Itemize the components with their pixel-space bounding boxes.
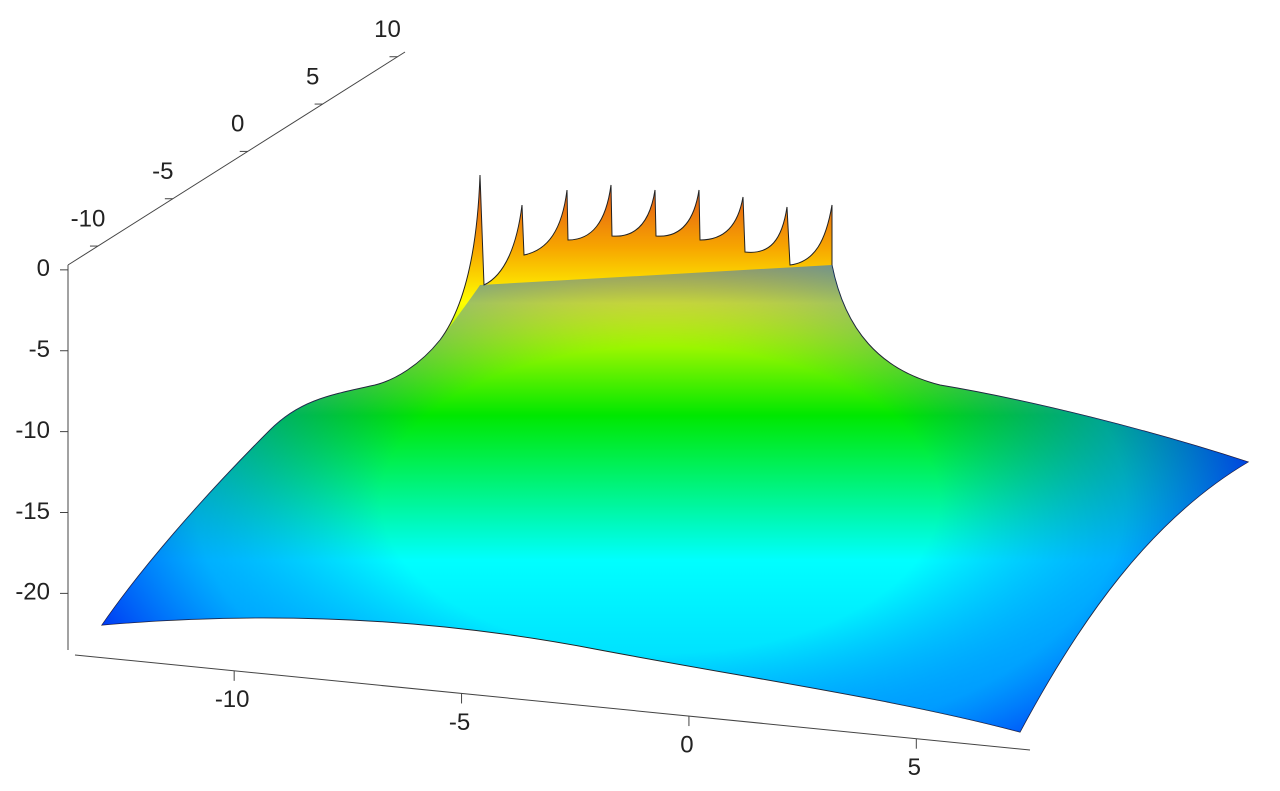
y-tick-label: 0 bbox=[231, 111, 244, 138]
x-tick-label: 0 bbox=[680, 731, 693, 758]
surface-shade bbox=[102, 265, 1248, 732]
z-tick-label: -10 bbox=[15, 417, 50, 444]
x-tick-label: -5 bbox=[449, 709, 470, 736]
z-tick-label: -20 bbox=[15, 579, 50, 606]
z-tick-label: 0 bbox=[37, 255, 50, 282]
z-tick-label: -5 bbox=[29, 336, 50, 363]
y-tick-label: -5 bbox=[152, 158, 173, 185]
y-axis bbox=[67, 51, 406, 266]
z-tick-label: -15 bbox=[15, 498, 50, 525]
x-tick-label: -10 bbox=[215, 686, 250, 713]
y-tick-label: -10 bbox=[71, 205, 106, 232]
x-tick-label: 5 bbox=[908, 754, 921, 781]
surface bbox=[100, 174, 1250, 733]
y-tick-label: 5 bbox=[306, 63, 319, 90]
y-tick-label: 10 bbox=[374, 16, 401, 43]
